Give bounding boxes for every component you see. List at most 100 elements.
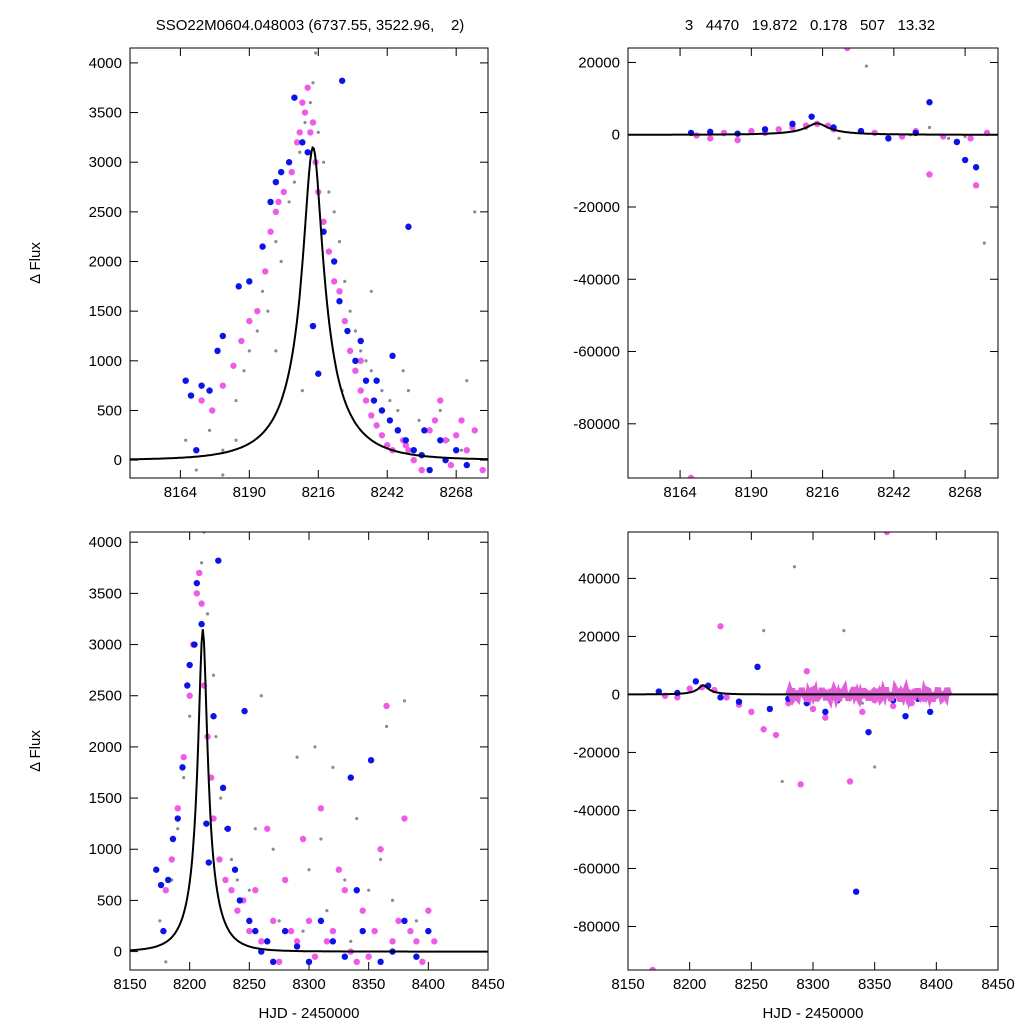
data-point bbox=[329, 927, 337, 935]
x-tick-label: 8150 bbox=[113, 976, 146, 993]
data-point bbox=[395, 917, 402, 925]
data-point bbox=[169, 835, 177, 843]
data-point bbox=[315, 370, 322, 377]
data-point bbox=[305, 958, 313, 966]
data-point bbox=[775, 126, 782, 133]
data-point bbox=[353, 958, 360, 966]
data-point bbox=[431, 938, 438, 945]
data-point bbox=[377, 846, 384, 853]
y-tick-label: 40000 bbox=[578, 570, 620, 587]
data-point bbox=[196, 569, 203, 577]
data-point bbox=[182, 377, 189, 384]
data-point bbox=[211, 673, 216, 677]
data-point bbox=[378, 432, 386, 439]
data-point bbox=[210, 815, 217, 822]
data-point bbox=[219, 382, 227, 389]
plot-frame bbox=[627, 47, 999, 479]
data-point bbox=[963, 134, 967, 139]
y-tick-label: 500 bbox=[97, 402, 122, 419]
figure-title-left: SSO22M0604.048003 (6737.55, 3522.96, 2) bbox=[156, 17, 465, 34]
x-tick-label: 8400 bbox=[920, 976, 953, 993]
data-point bbox=[180, 753, 187, 761]
data-point bbox=[229, 857, 234, 862]
data-point bbox=[885, 135, 892, 142]
data-point bbox=[426, 466, 433, 474]
data-point bbox=[362, 397, 370, 404]
data-point bbox=[246, 917, 253, 925]
y-tick-label: 1500 bbox=[89, 790, 122, 807]
data-point bbox=[463, 446, 470, 454]
data-point bbox=[357, 357, 364, 365]
data-point bbox=[309, 322, 317, 330]
data-point bbox=[216, 856, 223, 863]
data-point bbox=[364, 359, 368, 363]
data-point bbox=[277, 919, 281, 923]
x-tick-label: 8268 bbox=[439, 484, 472, 501]
data-point bbox=[254, 307, 261, 315]
data-point bbox=[264, 825, 271, 832]
data-point bbox=[452, 432, 460, 439]
data-point bbox=[961, 156, 969, 164]
data-point bbox=[319, 837, 323, 841]
data-point bbox=[368, 412, 375, 419]
data-point bbox=[355, 816, 359, 821]
data-point bbox=[353, 329, 358, 333]
data-point bbox=[332, 210, 336, 214]
y-tick-label: -40000 bbox=[573, 271, 620, 288]
x-tick-label: 8216 bbox=[806, 484, 839, 501]
y-tick-label: 500 bbox=[97, 892, 122, 909]
data-point bbox=[299, 99, 306, 106]
plot-frame bbox=[129, 531, 489, 971]
data-point bbox=[301, 109, 309, 116]
data-point bbox=[246, 317, 253, 325]
y-tick-label: -20000 bbox=[573, 199, 620, 216]
y-tick-label: -60000 bbox=[573, 860, 620, 877]
data-point bbox=[377, 958, 384, 966]
data-point bbox=[389, 352, 396, 360]
data-point bbox=[285, 159, 293, 166]
x-tick-label: 8150 bbox=[611, 976, 644, 993]
data-point bbox=[953, 138, 961, 146]
data-point bbox=[873, 765, 877, 769]
data-point bbox=[270, 917, 277, 925]
data-point bbox=[707, 128, 714, 136]
data-point bbox=[437, 437, 444, 444]
data-point bbox=[215, 557, 222, 564]
y-tick-label: 2500 bbox=[89, 204, 122, 221]
data-point bbox=[359, 349, 363, 353]
data-point bbox=[479, 466, 486, 474]
data-point bbox=[266, 309, 270, 313]
data-point bbox=[219, 796, 223, 800]
data-point bbox=[344, 327, 351, 335]
y-tick-label: -60000 bbox=[573, 344, 620, 361]
data-point bbox=[426, 427, 433, 434]
data-point bbox=[852, 888, 860, 895]
data-point bbox=[822, 708, 829, 716]
data-point bbox=[341, 886, 348, 894]
data-point bbox=[198, 397, 205, 404]
data-point bbox=[864, 64, 869, 68]
x-tick-label: 8190 bbox=[233, 484, 266, 501]
data-point bbox=[287, 927, 295, 935]
data-point bbox=[401, 815, 408, 822]
y-tick-label: 2000 bbox=[89, 254, 122, 271]
y-axis-label: Δ Flux bbox=[27, 242, 44, 284]
x-tick-label: 8164 bbox=[663, 484, 696, 501]
x-tick-label: 8242 bbox=[371, 484, 404, 501]
data-point bbox=[241, 707, 248, 715]
data-point bbox=[346, 347, 354, 355]
data-point bbox=[259, 243, 266, 250]
data-point bbox=[766, 705, 774, 713]
data-point bbox=[258, 938, 265, 945]
x-tick-label: 8350 bbox=[352, 976, 385, 993]
y-tick-label: -20000 bbox=[573, 744, 620, 761]
data-point bbox=[425, 907, 432, 914]
data-point bbox=[842, 629, 846, 633]
data-point bbox=[837, 136, 841, 140]
data-point bbox=[198, 382, 205, 389]
data-point bbox=[247, 888, 251, 892]
data-point bbox=[198, 620, 205, 628]
data-point bbox=[459, 448, 464, 452]
data-point bbox=[386, 417, 394, 424]
y-tick-label: -40000 bbox=[573, 802, 620, 819]
